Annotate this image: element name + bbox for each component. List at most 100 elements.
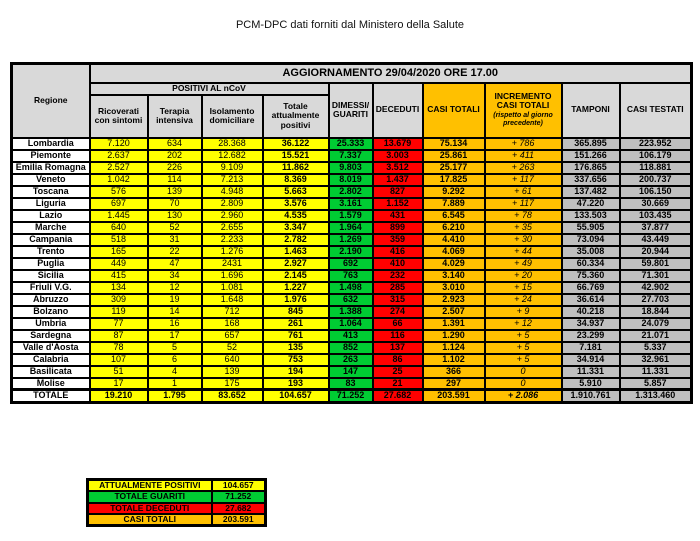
table-cell: 106.150 [618,184,693,199]
table-cell: 2431 [200,256,264,271]
table-cell: 4.535 [261,208,330,223]
table-cell: 71.301 [618,268,693,283]
table-cell: 137 [371,340,424,355]
table-cell: 59.801 [618,256,693,271]
table-cell: 449 [88,256,149,271]
table-row: Toscana 576 139 4.948 5.663 2.802 827 9.292 + 61… [10,184,693,199]
header-banner-row: Regione AGGIORNAMENTO 29/04/2020 ORE 17.… [10,62,693,139]
column-header-totale-positivi: Totale attualmente positivi [261,93,330,139]
column-header-deceduti: DECEDUTI [371,81,424,139]
table-cell: 119 [88,304,149,319]
summary-value: 27.682 [210,501,267,516]
table-cell: + 24 [483,292,563,307]
table-row: Abruzzo 309 19 1.648 1.976 632 315 2.923 + 24 36.… [10,292,693,307]
table-cell: 66 [371,316,424,331]
table-cell: + 44 [483,244,563,259]
column-header-incremento: INCREMENTO CASI TOTALI (rispetto al gior… [483,81,563,139]
table-cell: 2.190 [327,244,374,259]
region-name: Sicilia [10,268,91,283]
table-cell: 634 [146,136,203,151]
table-cell: 104.657 [261,388,330,404]
summary-label: TOTALE DECEDUTI [86,501,213,516]
table-row: Veneto 1.042 114 7.213 8.369 8.019 1.437 17.825… [10,172,693,187]
table-cell: 9.109 [200,160,264,175]
table-cell: 193 [261,376,330,391]
table-row: Friuli V.G. 134 12 1.081 1.227 1.498 285 3.010 +… [10,280,693,295]
summary-table: ATTUALMENTE POSITIVI 104.657 TOTALE GUARIT… [86,478,267,528]
region-name: Piemonte [10,148,91,163]
table-cell: 86 [371,352,424,367]
table-cell: 175 [200,376,264,391]
column-header-terapia: Terapia intensiva [146,93,203,139]
table-cell: 8.369 [261,172,330,187]
table-cell: + 35 [483,220,563,235]
table-cell: 2.637 [88,148,149,163]
table-cell: + 30 [483,232,563,247]
table-cell: 2.960 [200,208,264,223]
table-cell: 17.825 [421,172,486,187]
table-cell: 1.964 [327,220,374,235]
table-cell: 34.914 [560,352,621,367]
table-cell: 416 [371,244,424,259]
table-cell: 103.435 [618,208,693,223]
column-header-dimessi-guariti: DIMESSI/ GUARITI [327,81,374,139]
table-cell: 37.877 [618,220,693,235]
table-cell: 7.213 [200,172,264,187]
table-cell: 24.079 [618,316,693,331]
table-cell: 337.656 [560,172,621,187]
column-header-casi-totali: CASI TOTALI [421,81,486,139]
header-columns-row: Ricoverati con sintomi Terapia intensiva… [12,93,692,139]
table-cell: 3.003 [371,148,424,163]
table-cell: + 2.086 [483,388,563,404]
table-cell: + 5 [483,352,563,367]
table-cell: 106.179 [618,148,693,163]
table-cell: 4.029 [421,256,486,271]
table-cell: 139 [200,364,264,379]
table-cell: 1.437 [371,172,424,187]
table-cell: 23.299 [560,328,621,343]
table-cell: 1.388 [327,304,374,319]
region-name: Sardegna [10,328,91,343]
table-cell: 4.410 [421,232,486,247]
region-name: Bolzano [10,304,91,319]
table-cell: 27.682 [371,388,424,404]
table-cell: 7.337 [327,148,374,163]
table-row: Trento 165 22 1.276 1.463 2.190 416 4.069 + 44 35… [10,244,693,259]
table-cell: 11.331 [560,364,621,379]
table-cell: 17 [146,328,203,343]
table-cell: 1.696 [200,268,264,283]
table-cell: 899 [371,220,424,235]
table-cell: 137.482 [560,184,621,199]
table-cell: 712 [200,304,264,319]
table-row: Lazio 1.445 130 2.960 4.535 1.579 431 6.545 + 78… [10,208,693,223]
table-row: Puglia 449 47 2431 2.927 692 410 4.029 + 49 60.33… [10,256,693,271]
table-cell: 25.333 [327,136,374,151]
table-cell: 2.802 [327,184,374,199]
table-cell: + 15 [483,280,563,295]
summary-value: 71.252 [210,490,267,504]
table-cell: 52 [200,340,264,355]
table-cell: 1.152 [371,196,424,211]
covid-table-body: Lombardia 7.120 634 28.368 36.122 25.333 13.67… [10,136,693,404]
table-cell: + 49 [483,256,563,271]
table-cell: 83 [327,376,374,391]
table-cell: 5 [146,340,203,355]
table-cell: 118.881 [618,160,693,175]
table-cell: 133.503 [560,208,621,223]
table-cell: 761 [261,328,330,343]
table-cell: 763 [327,268,374,283]
table-cell: 14 [146,304,203,319]
table-cell: 2.923 [421,292,486,307]
region-name: Basilicata [10,364,91,379]
table-cell: 70 [146,196,203,211]
table-cell: 7.181 [560,340,621,355]
table-cell: 31 [146,232,203,247]
region-name: Emilia Romagna [10,160,91,175]
table-cell: 0 [483,376,563,391]
table-cell: 1.290 [421,328,486,343]
table-cell: 13.679 [371,136,424,151]
table-cell: 139 [146,184,203,199]
table-cell: 11.331 [618,364,693,379]
table-cell: 1.976 [261,292,330,307]
table-cell: 1.910.761 [560,388,621,404]
